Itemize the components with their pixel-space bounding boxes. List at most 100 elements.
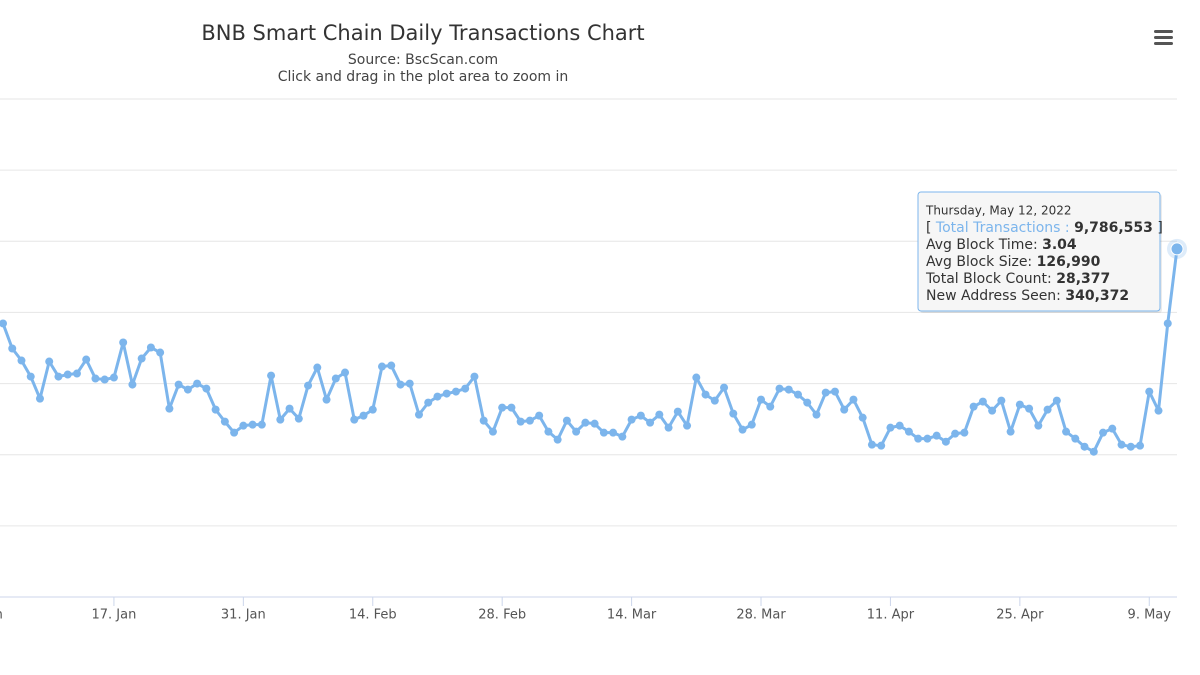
data-point [738, 425, 747, 434]
data-point [673, 407, 682, 416]
data-point [914, 434, 923, 443]
data-point [488, 427, 497, 436]
data-point [932, 431, 941, 440]
tooltip: Thursday, May 12, 2022 [ Total Transactio… [917, 191, 1163, 313]
data-point [257, 420, 266, 429]
data-point [830, 387, 839, 396]
data-point [951, 429, 960, 438]
menu-bar [1154, 36, 1173, 39]
data-point [590, 419, 599, 428]
tooltip-row: Avg Block Size: 126,990 [926, 254, 1101, 270]
data-point [193, 379, 202, 388]
data-point [54, 372, 63, 381]
x-tick-label: 25. Apr [996, 608, 1044, 623]
tooltip-value: 9,786,553 [1074, 220, 1153, 236]
data-point [304, 381, 313, 390]
menu-bar [1154, 42, 1173, 45]
data-point [840, 405, 849, 414]
data-point [174, 380, 183, 389]
data-point [784, 385, 793, 394]
menu-bar [1154, 30, 1173, 33]
data-point [424, 398, 433, 407]
tooltip-bracket: ] [1157, 220, 1162, 236]
data-point [63, 370, 72, 379]
data-point [1108, 424, 1117, 433]
menu-button[interactable] [1150, 24, 1178, 50]
data-point [766, 402, 775, 411]
data-point [8, 344, 17, 353]
data-point [803, 398, 812, 407]
tooltip-bracket: [ [926, 220, 931, 236]
data-point [683, 421, 692, 430]
data-point [498, 403, 507, 412]
data-point [1145, 387, 1154, 396]
data-point [368, 405, 377, 414]
data-point [230, 428, 239, 437]
data-point [710, 396, 719, 405]
data-point [1052, 396, 1061, 405]
tooltip-row: Avg Block Time: 3.04 [926, 237, 1077, 253]
data-point [82, 355, 91, 364]
data-point [581, 418, 590, 427]
data-point [535, 411, 544, 420]
data-point [618, 432, 627, 441]
data-point [128, 380, 137, 389]
tooltip-row-value: 28,377 [1056, 271, 1110, 287]
data-point [1126, 442, 1135, 451]
data-point [1170, 242, 1184, 256]
data-point [239, 421, 248, 430]
data-point [1163, 319, 1172, 328]
data-point [1062, 427, 1071, 436]
data-point [646, 418, 655, 427]
x-tick-label: 31. Jan [221, 608, 266, 623]
data-point [433, 392, 442, 401]
data-point [525, 416, 534, 425]
data-point [396, 380, 405, 389]
data-point [146, 343, 155, 352]
data-point [757, 395, 766, 404]
data-point [507, 403, 516, 412]
tooltip-row-value: 340,372 [1065, 288, 1129, 304]
data-point [627, 415, 636, 424]
tooltip-row-label: Avg Block Time: [926, 237, 1038, 253]
data-point [1099, 428, 1108, 437]
data-point [285, 404, 294, 413]
tooltip-series-row: [ Total Transactions : 9,786,553 ] [926, 220, 1163, 236]
data-point [378, 362, 387, 371]
data-point [387, 361, 396, 370]
data-point [470, 372, 479, 381]
data-point [100, 375, 109, 384]
chart-subtitle: Source: BscScan.com [348, 52, 498, 68]
data-point [544, 427, 553, 436]
data-point [267, 371, 276, 380]
data-point [276, 415, 285, 424]
data-point [26, 372, 35, 381]
data-point [858, 413, 867, 422]
data-point [442, 389, 451, 398]
plot-area: 3. Jan 17. Jan 31. Jan 14. Feb 28. Feb 14. Ma… [0, 98, 1187, 623]
data-point [553, 435, 562, 444]
data-point [692, 373, 701, 382]
data-point [775, 384, 784, 393]
data-point [904, 427, 913, 436]
data-point [655, 410, 664, 419]
tooltip-row-label: New Address Seen: [926, 288, 1061, 304]
data-point [793, 390, 802, 399]
data-point [664, 423, 673, 432]
data-point [923, 434, 932, 443]
tooltip-row-value: 3.04 [1042, 237, 1077, 253]
data-point [729, 409, 738, 418]
data-point [516, 417, 525, 426]
x-tick-label: 14. Feb [349, 608, 397, 623]
data-point [0, 319, 7, 328]
data-point [1015, 400, 1024, 409]
data-point [997, 396, 1006, 405]
data-point [72, 369, 81, 378]
data-point [562, 416, 571, 425]
tooltip-date: Thursday, May 12, 2022 [925, 204, 1072, 218]
data-point [165, 404, 174, 413]
x-tick-label: 17. Jan [91, 608, 136, 623]
x-tick-label: 3. Jan [0, 608, 3, 623]
data-point [405, 379, 414, 388]
